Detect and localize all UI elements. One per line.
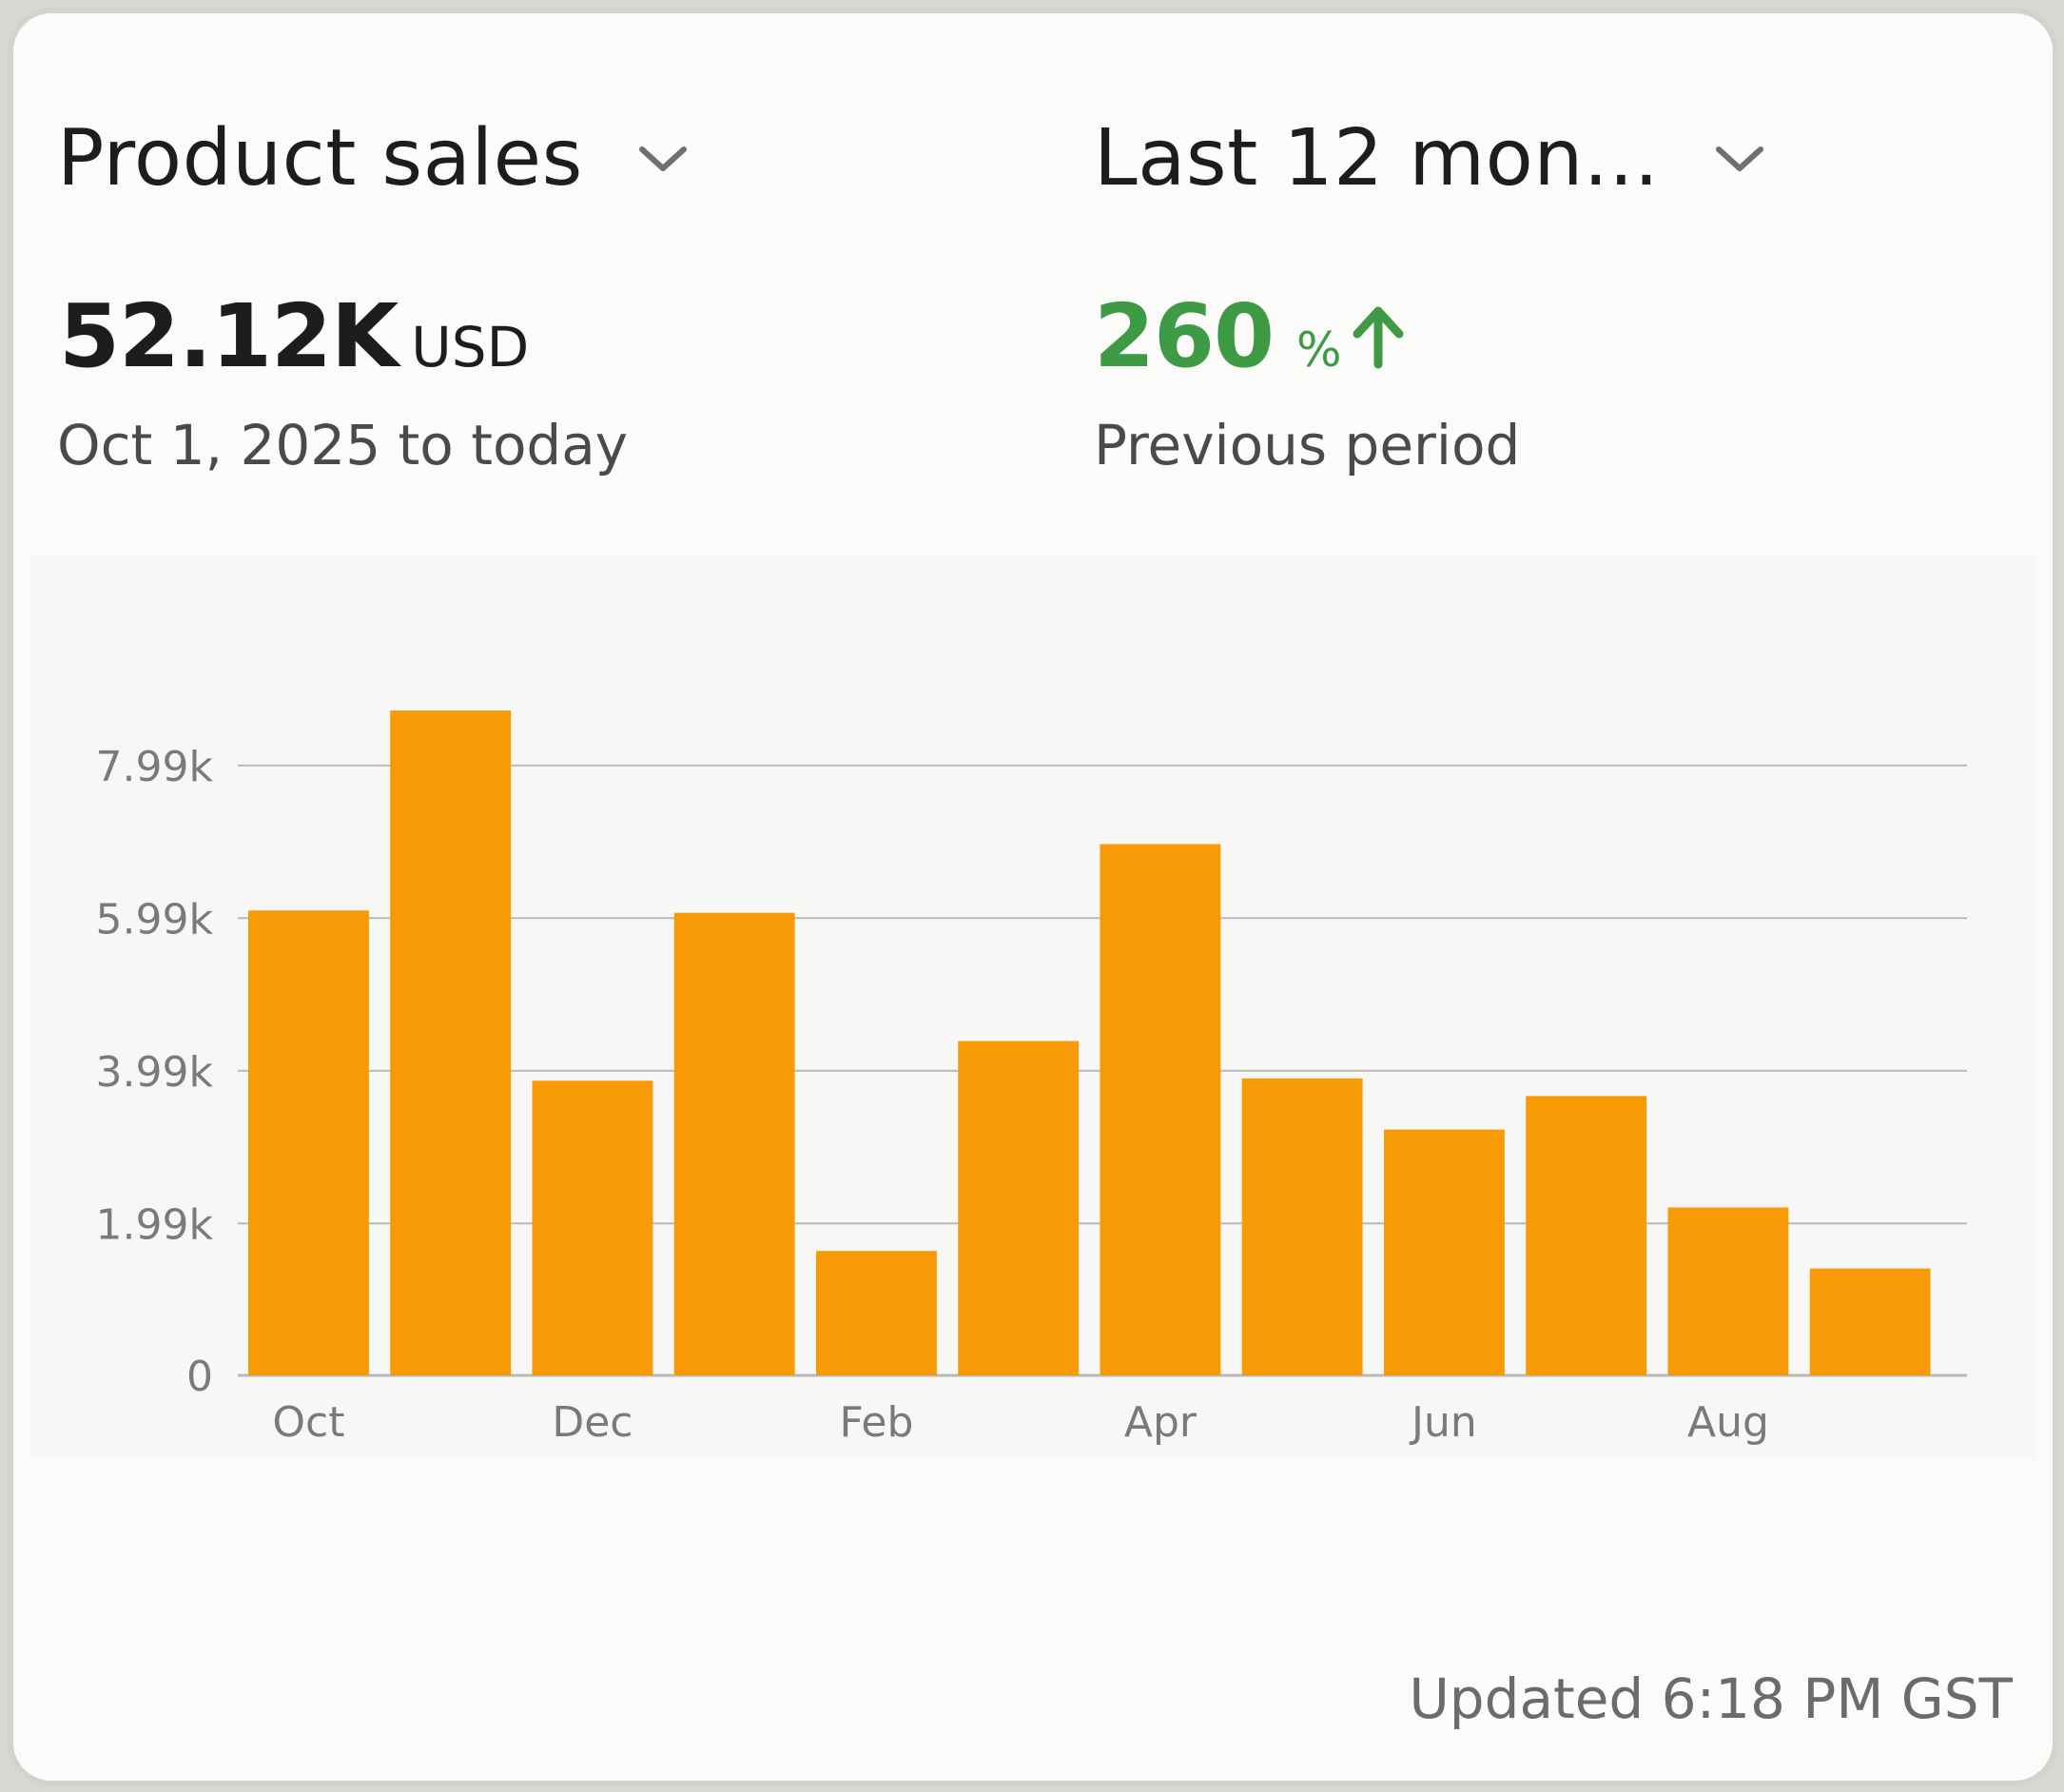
last-updated-text: Updated 6:18 PM GST xyxy=(1409,1666,2013,1731)
y-axis-ticks: 0 1.99k 3.99k 5.99k 7.99k xyxy=(96,743,214,1401)
bar-sep[interactable] xyxy=(1809,1268,1931,1375)
x-tick-label: Dec xyxy=(552,1398,633,1447)
bar-jan[interactable] xyxy=(673,912,795,1375)
period-selector-dropdown[interactable]: Last 12 mon... xyxy=(1094,113,1766,204)
y-tick-label: 7.99k xyxy=(96,743,214,791)
change-metric: 260 % xyxy=(1094,285,1407,387)
x-tick-label: Oct xyxy=(272,1398,344,1447)
bar-may[interactable] xyxy=(1241,1078,1363,1375)
bar-nov[interactable] xyxy=(390,711,512,1375)
chevron-down-icon xyxy=(638,146,687,171)
x-axis-ticks: Oct Dec Feb Apr Jun Aug xyxy=(272,1398,1769,1447)
y-tick-label: 1.99k xyxy=(96,1200,214,1249)
x-tick-label: Jun xyxy=(1409,1398,1477,1447)
y-tick-label: 5.99k xyxy=(96,895,214,944)
date-range-caption: Oct 1, 2025 to today xyxy=(57,413,629,477)
bar-jul[interactable] xyxy=(1526,1096,1647,1375)
sales-bar-chart: 0 1.99k 3.99k 5.99k 7.99k Oct Dec Feb Apr Jun Aug xyxy=(30,555,2035,1459)
percent-unit: % xyxy=(1296,322,1342,378)
bar-apr[interactable] xyxy=(1100,844,1221,1375)
bar-jun[interactable] xyxy=(1384,1129,1505,1375)
x-tick-label: Apr xyxy=(1124,1398,1198,1447)
x-tick-label: Aug xyxy=(1687,1398,1769,1447)
metric-selector-dropdown[interactable]: Product sales xyxy=(57,113,690,204)
bar-feb[interactable] xyxy=(816,1251,937,1375)
arrow-up-icon xyxy=(1353,306,1404,368)
change-value: 260 xyxy=(1094,285,1275,387)
bar-dec[interactable] xyxy=(532,1081,653,1375)
comparison-caption: Previous period xyxy=(1094,413,1521,477)
metric-selector-label: Product sales xyxy=(57,113,583,204)
total-sales-metric: 52.12K USD xyxy=(59,285,529,387)
y-tick-label: 0 xyxy=(186,1353,213,1401)
chevron-down-icon xyxy=(1715,146,1763,171)
bars xyxy=(248,711,1931,1375)
x-tick-label: Feb xyxy=(839,1398,913,1447)
bar-mar[interactable] xyxy=(958,1041,1080,1375)
bar-oct[interactable] xyxy=(248,910,369,1375)
period-selector-label: Last 12 mon... xyxy=(1094,113,1660,204)
total-sales-value: 52.12K xyxy=(59,285,399,387)
y-tick-label: 3.99k xyxy=(96,1048,214,1097)
currency-unit: USD xyxy=(411,315,530,380)
bar-aug[interactable] xyxy=(1667,1207,1789,1375)
bar-chart-svg: 0 1.99k 3.99k 5.99k 7.99k Oct Dec Feb Apr Jun Aug xyxy=(96,711,1967,1447)
product-sales-card: Product sales Last 12 mon... 52.12K USD … xyxy=(8,8,2058,1786)
